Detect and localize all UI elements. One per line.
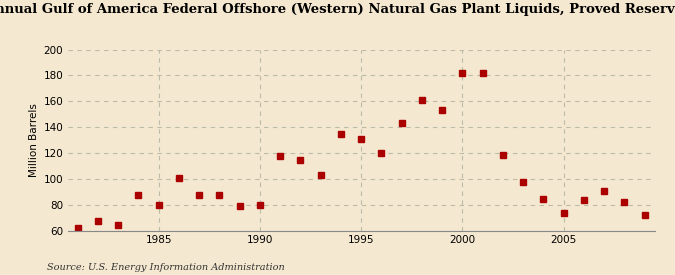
Y-axis label: Million Barrels: Million Barrels [30, 103, 39, 177]
Text: Source: U.S. Energy Information Administration: Source: U.S. Energy Information Administ… [47, 263, 285, 272]
Text: Annual Gulf of America Federal Offshore (Western) Natural Gas Plant Liquids, Pro: Annual Gulf of America Federal Offshore … [0, 3, 675, 16]
